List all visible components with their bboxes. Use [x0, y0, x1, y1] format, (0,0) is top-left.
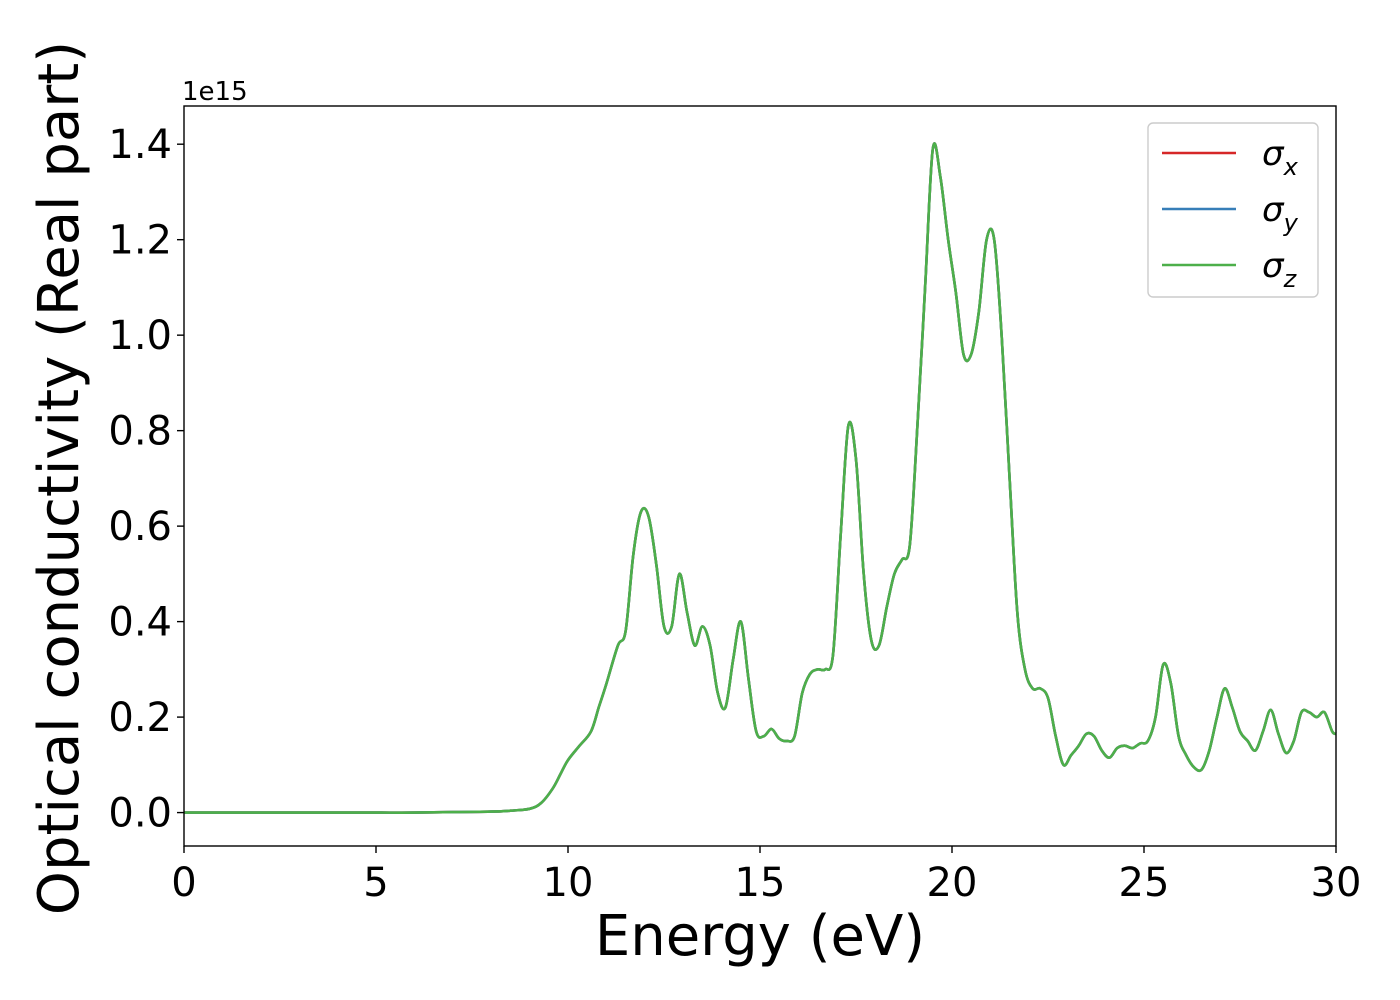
legend-label: σz: [1262, 246, 1298, 293]
y-tick-label: 0.2: [108, 695, 172, 741]
x-tick-label: 25: [1119, 860, 1170, 906]
legend-label: σx: [1262, 134, 1299, 181]
y-axis-title: Optical conductivity (Real part): [27, 41, 92, 915]
series-lines: [184, 142, 1337, 814]
y-tick-label: 0.8: [108, 409, 172, 455]
x-tick-label: 15: [735, 860, 786, 906]
x-tick-label: 10: [543, 860, 594, 906]
legend-subscript: z: [1283, 265, 1298, 293]
x-tick-label: 20: [927, 860, 978, 906]
y-tick-label: 0.0: [108, 791, 172, 837]
x-tick-label: 0: [171, 860, 196, 906]
legend-subscript: x: [1283, 153, 1299, 181]
plot-frame: [183, 105, 1337, 847]
y-tick-label: 0.6: [108, 504, 172, 550]
legend-label: σy: [1262, 190, 1299, 237]
y-offset-label: 1e15: [182, 77, 248, 107]
legend-subscript: y: [1283, 209, 1299, 237]
x-axis-title: Energy (eV): [595, 904, 925, 969]
y-tick-label: 1.2: [108, 218, 172, 264]
y-tick-label: 1.4: [108, 122, 172, 168]
series-line-σz: [184, 142, 1337, 814]
x-tick-label: 5: [363, 860, 388, 906]
legend-symbol: σ: [1262, 246, 1285, 286]
legend-symbol: σ: [1262, 134, 1285, 174]
y-tick-label: 0.4: [108, 600, 172, 646]
legend-symbol: σ: [1262, 190, 1285, 230]
y-tick-label: 1.0: [108, 313, 172, 359]
x-tick-label: 30: [1311, 860, 1362, 906]
axis-ticks: 0 5 10 15 20 25 30 0.0 0.2 0.4 0.6 0.8 1.0 1.2 1.4: [108, 122, 1361, 906]
